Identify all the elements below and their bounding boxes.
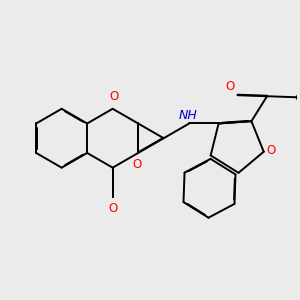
Text: O: O [267, 144, 276, 157]
Text: O: O [110, 91, 119, 103]
Text: O: O [132, 158, 141, 171]
Text: NH: NH [178, 109, 197, 122]
Text: O: O [108, 202, 117, 215]
Text: O: O [225, 80, 235, 93]
